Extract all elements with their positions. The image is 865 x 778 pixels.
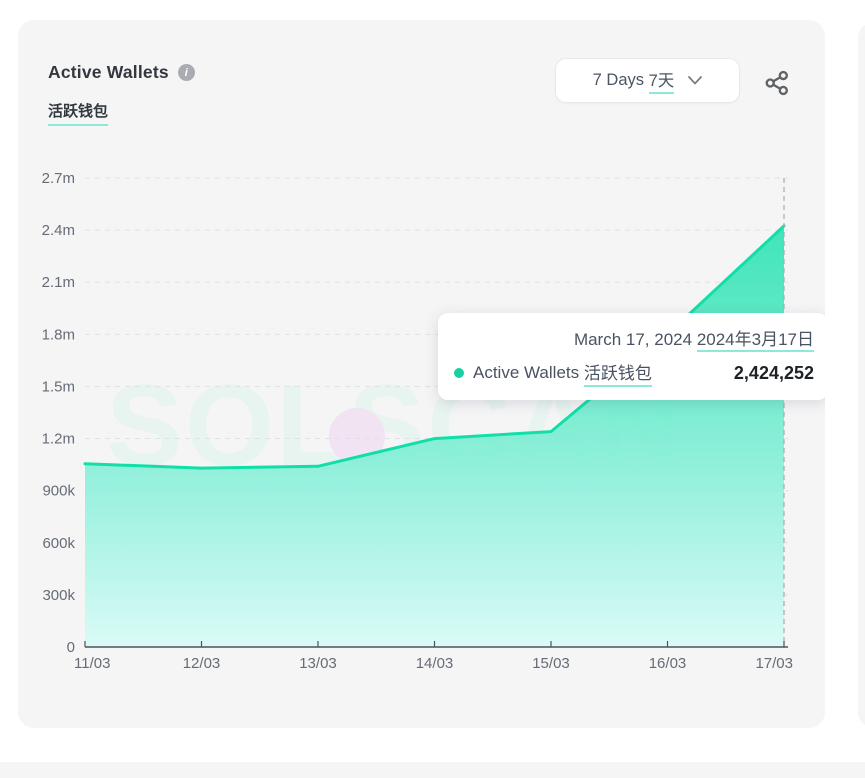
x-axis-label: 11/03 xyxy=(74,655,110,672)
period-selector[interactable]: 7 Days 7天 xyxy=(555,58,740,103)
page-title-zh: 活跃钱包 xyxy=(48,100,109,126)
tooltip-value: 2,424,252 xyxy=(733,362,814,383)
y-axis-label: 2.1m xyxy=(42,274,75,291)
active-wallets-card: Active Wallets i 活跃钱包 7 Days 7天 SOLSCAN … xyxy=(18,20,825,728)
tooltip-series-label: Active Wallets xyxy=(473,363,580,382)
x-axis-label: 12/03 xyxy=(183,655,221,672)
x-axis-label: 13/03 xyxy=(299,655,337,672)
share-icon xyxy=(765,70,788,96)
page-title: Active Wallets xyxy=(48,62,169,82)
tooltip-date-zh: 2024年3月17日 xyxy=(696,330,814,352)
y-axis-label: 1.5m xyxy=(42,378,75,395)
y-axis-label: 2.7m xyxy=(42,170,75,187)
x-axis-label: 16/03 xyxy=(649,655,687,672)
series-dot-icon xyxy=(454,368,464,378)
x-axis-label: 17/03 xyxy=(755,655,793,672)
y-axis-label: 1.8m xyxy=(42,326,75,343)
y-axis-label: 0 xyxy=(67,639,75,656)
info-icon[interactable]: i xyxy=(177,64,195,81)
chart-tooltip: March 17, 2024 2024年3月17日 Active Wallets… xyxy=(438,313,825,400)
y-axis-label: 600k xyxy=(42,535,75,552)
y-axis-label: 900k xyxy=(42,483,75,500)
tooltip-series-label-zh: 活跃钱包 xyxy=(583,359,652,387)
active-wallets-area-chart[interactable]: 0 300k 600k 900k 1.2m 1.5m 1.8m 2.1m 2.4m 2.7m 11/… xyxy=(18,20,825,728)
adjacent-card-partial xyxy=(858,22,865,728)
y-axis-label: 2.4m xyxy=(42,222,75,239)
period-label-zh: 7天 xyxy=(648,67,675,94)
chevron-down-icon xyxy=(688,76,703,85)
chart-area xyxy=(85,225,784,647)
y-axis-label: 300k xyxy=(42,587,75,604)
card-header: Active Wallets i xyxy=(48,62,195,83)
share-button[interactable] xyxy=(760,66,794,100)
tooltip-series-row: Active Wallets 活跃钱包 2,424,252 xyxy=(454,359,814,387)
x-axis-label: 15/03 xyxy=(532,655,570,672)
x-axis-label: 14/03 xyxy=(416,655,454,672)
y-axis-label: 1.2m xyxy=(42,431,75,448)
next-section-partial xyxy=(0,762,865,778)
period-label-en: 7 Days xyxy=(592,71,645,89)
tooltip-date: March 17, 2024 2024年3月17日 xyxy=(454,325,814,352)
